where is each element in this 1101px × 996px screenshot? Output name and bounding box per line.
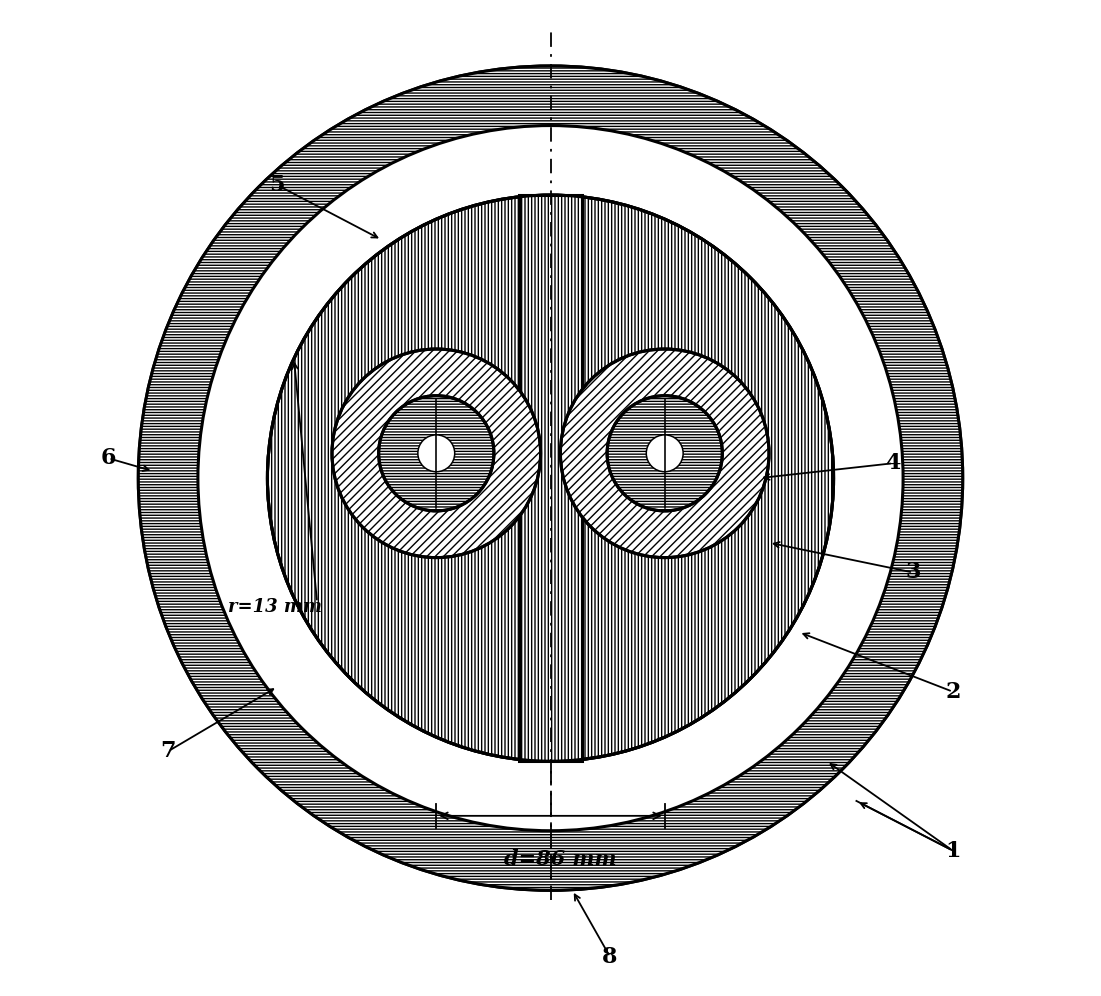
Circle shape <box>607 395 722 511</box>
Circle shape <box>379 395 494 511</box>
Circle shape <box>139 66 962 890</box>
Text: 3: 3 <box>905 562 920 584</box>
Text: 1: 1 <box>945 840 960 862</box>
Circle shape <box>607 395 722 511</box>
Circle shape <box>646 435 683 472</box>
Circle shape <box>268 195 833 761</box>
Circle shape <box>198 125 903 831</box>
Text: 6: 6 <box>101 447 117 469</box>
Text: d=86 mm: d=86 mm <box>504 849 617 869</box>
Bar <box>519 195 582 761</box>
Circle shape <box>560 349 768 558</box>
Circle shape <box>139 66 962 890</box>
Text: 8: 8 <box>602 946 618 968</box>
Circle shape <box>333 349 541 558</box>
Circle shape <box>418 435 455 472</box>
Circle shape <box>379 395 494 511</box>
Bar <box>519 195 582 761</box>
Text: 5: 5 <box>270 174 285 196</box>
Text: r=13 mm: r=13 mm <box>228 599 321 617</box>
Text: 4: 4 <box>885 452 901 474</box>
Text: 7: 7 <box>161 740 176 762</box>
Text: 2: 2 <box>945 680 960 703</box>
